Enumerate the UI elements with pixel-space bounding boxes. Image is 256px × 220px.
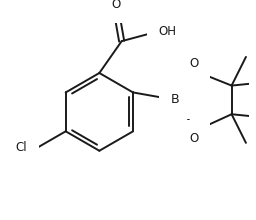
Text: Cl: Cl [15,141,27,154]
Text: B: B [171,94,180,106]
Text: O: O [112,0,121,11]
Text: O: O [189,132,198,145]
Text: OH: OH [159,25,177,38]
Text: O: O [189,57,198,70]
